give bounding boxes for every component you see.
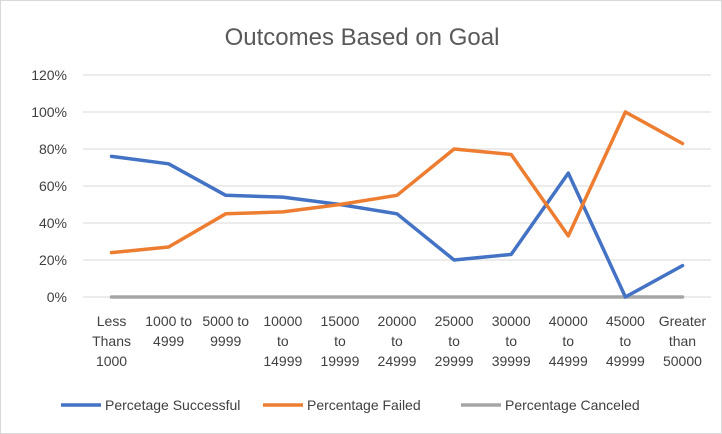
x-tick-label: Greater than 50000 bbox=[659, 313, 707, 369]
legend: Percetage Successful Percentage Failed Per… bbox=[61, 397, 640, 413]
gridlines bbox=[83, 74, 711, 298]
x-tick-label: 1000 to 4999 bbox=[145, 313, 192, 349]
y-tick-label: 80% bbox=[39, 141, 67, 157]
legend-label: Percentage Failed bbox=[307, 397, 421, 413]
x-tick-label: 10000 to 14999 bbox=[263, 313, 302, 369]
y-tick-label: 60% bbox=[39, 178, 67, 194]
x-tick-label: 20000 to 24999 bbox=[378, 313, 417, 369]
y-tick-label: 100% bbox=[31, 104, 67, 120]
y-tick-label: 20% bbox=[39, 252, 67, 268]
x-tick-label: 5000 to 9999 bbox=[202, 313, 249, 349]
y-tick-label: 0% bbox=[47, 289, 67, 305]
series-line-0 bbox=[109, 154, 685, 299]
x-tick-label: 15000 to 19999 bbox=[320, 313, 359, 369]
x-tick-label: 25000 to 29999 bbox=[435, 313, 474, 369]
y-tick-label: 40% bbox=[39, 215, 67, 231]
y-axis-tick-labels: 0% 20% 40% 60% 80% 100% 120% bbox=[31, 67, 67, 305]
legend-label: Percentage Canceled bbox=[505, 397, 640, 413]
x-tick-label: 40000 to 44999 bbox=[549, 313, 588, 369]
x-tick-label: 30000 to 39999 bbox=[492, 313, 531, 369]
legend-label: Percetage Successful bbox=[105, 397, 240, 413]
series-line-1 bbox=[109, 110, 685, 255]
x-tick-label: 45000 to 49999 bbox=[606, 313, 645, 369]
y-tick-label: 120% bbox=[31, 67, 67, 83]
x-axis-tick-labels: Less Thans 1000 1000 to 4999 5000 to 9999 10000… bbox=[92, 313, 706, 369]
x-tick-label: Less Thans 1000 bbox=[92, 313, 131, 369]
chart-title: Outcomes Based on Goal bbox=[225, 24, 500, 51]
series-lines bbox=[109, 110, 685, 299]
